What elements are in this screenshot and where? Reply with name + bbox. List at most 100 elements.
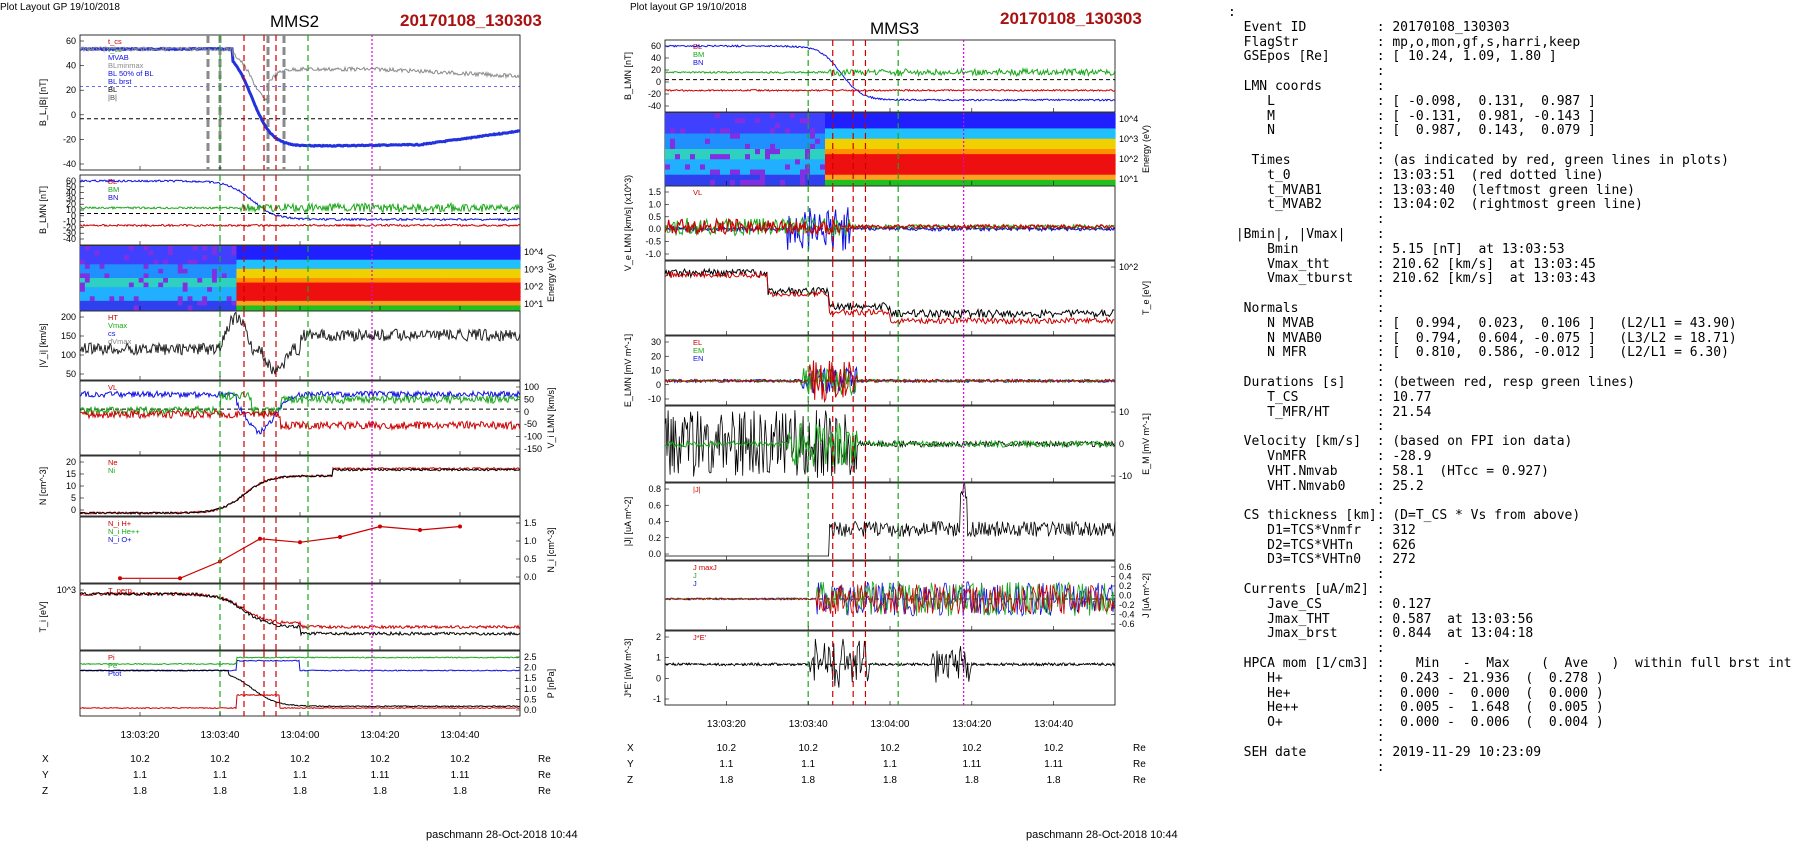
spectrogram-cell [119,264,125,270]
spectrogram-cell [760,159,766,166]
spectrogram-cell [1110,138,1116,145]
spectrogram-cell [94,291,101,297]
spectrogram-cell [476,268,482,275]
spectrogram-cell [1055,179,1061,186]
spectrogram-cell [980,154,986,160]
spectrogram-cell [290,255,296,261]
spectrogram-cell [265,282,272,288]
spectrogram-cell [202,255,208,261]
spectrogram-cell [725,164,731,171]
spectrogram-cell [334,255,340,261]
spectrogram-cell [1035,169,1041,176]
y-tick-label: 2 [656,632,661,642]
spectrogram-cell [260,300,267,307]
spectrogram-cell [1020,179,1026,186]
spectrogram-cell [855,143,861,150]
spectrogram-cell [725,159,731,166]
panel-8: 10^3T_i [eV]T_perp [38,583,521,651]
spectrogram-cell [466,268,472,275]
spectrogram-cell [1000,154,1006,160]
en-line [664,360,1115,404]
spectrogram-cell [1020,118,1026,124]
spectrogram-cell [670,123,676,130]
spectrogram-cell [665,164,671,171]
spectrogram-cell [456,278,462,284]
spectrogram-cell [860,113,866,119]
spectrogram-cell [685,128,691,135]
spectrogram-cell [795,133,801,140]
spectrogram-cell [510,250,516,256]
spectrogram-cell [1005,113,1011,119]
spectrogram-cell [383,291,389,297]
spectrogram-cell [138,246,145,252]
spectrogram-cell [765,179,771,186]
spectrogram-cell [114,287,120,293]
spectrogram-cell [705,133,711,140]
spectrogram-cell [880,143,886,150]
legend-entry: cs [108,329,116,338]
spectrogram-cell [680,169,686,176]
spectrogram-cell [1110,174,1116,181]
spectrogram-cell [358,273,365,279]
spectrogram-cell [309,259,316,265]
y-axis-label: |V_i| [km/s] [38,323,48,367]
spectrogram-cell [920,138,926,145]
spectrogram-cell [680,159,686,166]
spectrogram-cell [114,259,120,265]
spectrogram-cell [960,133,966,140]
spectrogram-cell [975,174,981,181]
spectrogram-cell [114,291,120,297]
spectrogram-cell [845,143,851,150]
spectrogram-cell [1000,118,1006,124]
spectrogram-cell [119,246,125,252]
spectrogram-cell [680,123,686,130]
spectrogram-cell [1080,143,1086,150]
spectrogram-cell [860,164,866,171]
spectrogram-cell [725,179,731,186]
y-tick-label: 0.4 [1119,572,1132,582]
spectrogram-cell [935,169,941,176]
spectrogram-cell [182,278,189,284]
spectrogram-cell [324,259,330,265]
spectrogram-cell [397,287,404,293]
spectrogram-cell [1040,169,1046,176]
spectrogram-cell [970,113,976,119]
spectrogram-cell [309,282,316,288]
spectrogram-cell [319,291,326,297]
spectrogram-cell [940,128,946,135]
spectrogram-cell [280,268,286,275]
spectrogram-cell [845,149,851,155]
spectrogram-cell [735,159,741,166]
spectrogram-cell [715,174,721,181]
panel-9: 210-1J*E' [nW m^-3]J*E' [623,630,1116,706]
spectrogram-cell [1085,113,1091,119]
spectrogram-cell [314,246,321,252]
spectrogram-cell [990,143,996,150]
spectrogram-cell [1075,154,1081,160]
spectrogram-cell [490,278,497,284]
spectrogram-cell [865,113,871,119]
spectrogram-cell [705,118,711,124]
spectrogram-cell [119,305,125,311]
y-tick-label: 0.2 [1119,581,1132,591]
spectrogram-cell [700,169,706,176]
spectrogram-cell [236,305,242,311]
spectrogram-cell [329,268,335,275]
spectrogram-cell [168,300,174,307]
spectrogram-cell [805,138,811,145]
spectrogram-cell [319,282,326,288]
spectrogram-cell [1110,143,1116,150]
spectrogram-cell [495,300,502,307]
spectrogram-cell [344,287,350,293]
spectrogram-cell [835,149,841,155]
spectrogram-cell [930,164,936,171]
info-line: N : [ 0.987, 0.143, 0.079 ] [1267,123,1596,139]
spectrogram-cell [378,268,384,275]
spectrogram-cell [720,174,726,181]
spectrogram-cell [353,264,360,270]
spectrogram-cell [182,273,189,279]
spectrogram-cell [192,282,198,288]
spectrogram-cell [94,246,101,252]
spectrogram-cell [412,255,418,261]
